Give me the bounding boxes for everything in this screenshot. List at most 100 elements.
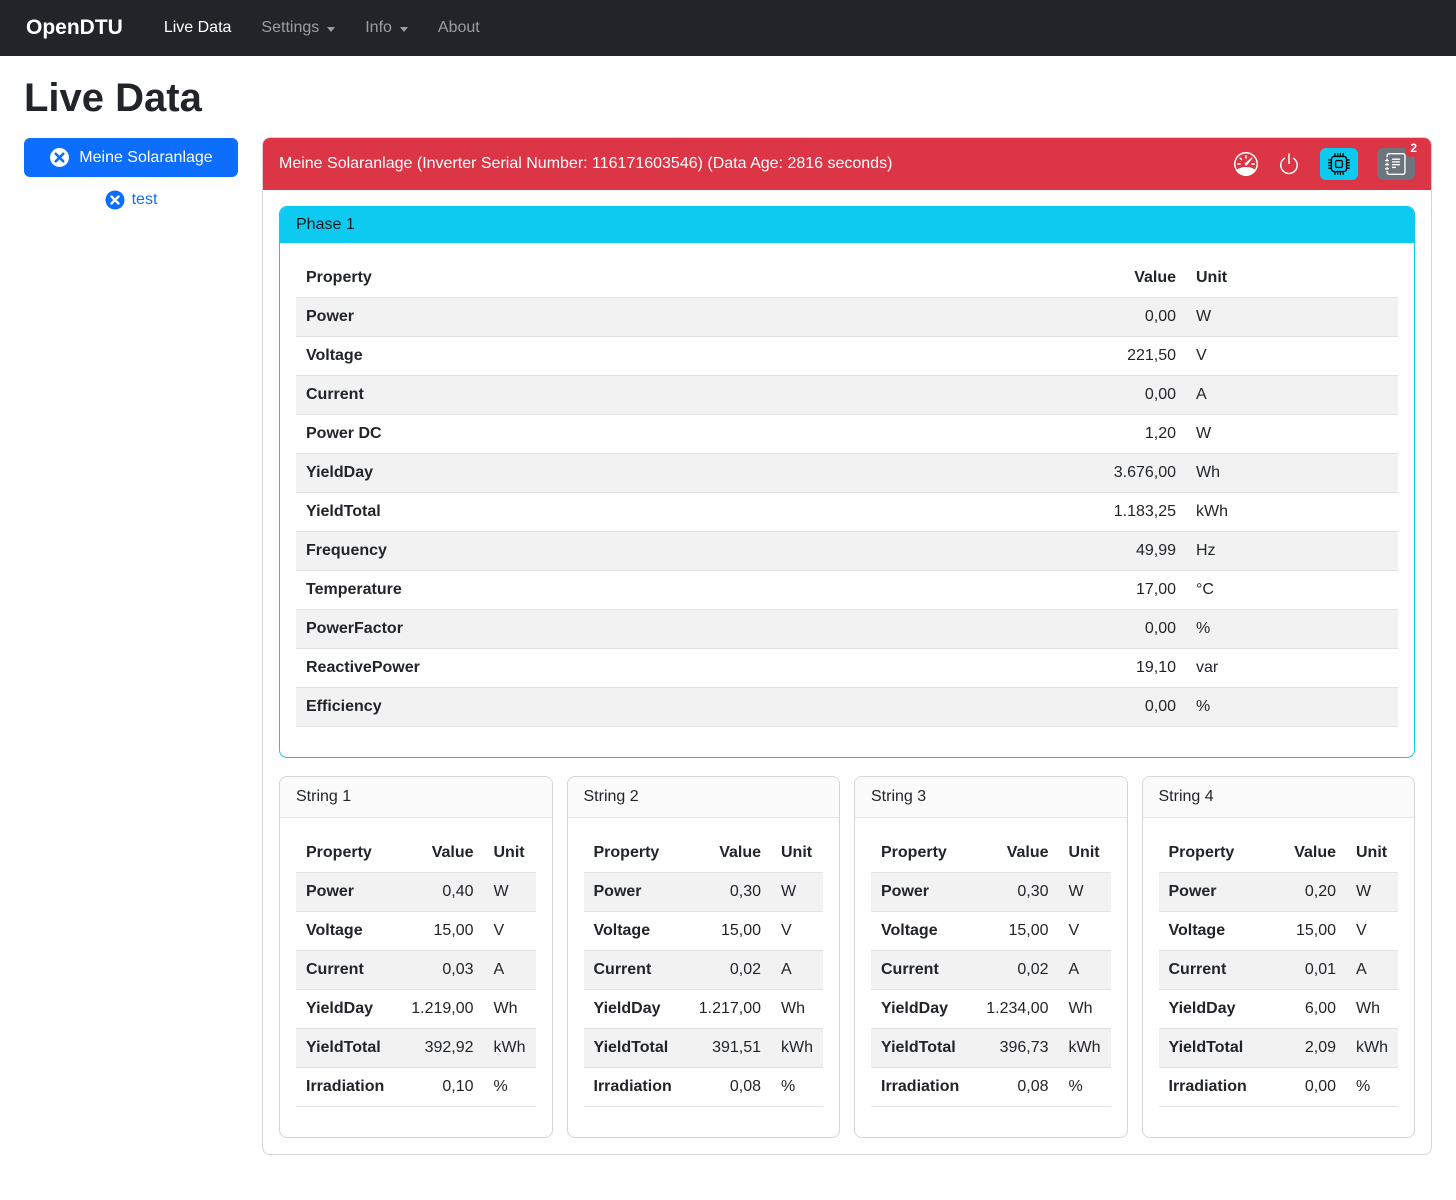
table-row: Current 0,02 A <box>871 950 1111 990</box>
cell-property: YieldTotal <box>296 492 1056 532</box>
cell-unit: A <box>483 950 536 990</box>
column-header-unit: Unit <box>771 834 823 873</box>
cell-property: YieldTotal <box>583 1028 687 1068</box>
nav-item-label: Settings <box>261 19 320 36</box>
table-row: Irradiation 0,00% <box>1158 1067 1398 1107</box>
cell-property: Frequency <box>296 531 1056 571</box>
cell-unit: Wh <box>771 989 823 1029</box>
string-table-head: Property Value Unit <box>583 834 823 873</box>
cell-value: 396,73 <box>974 1028 1059 1068</box>
cell-value: 0,01 <box>1262 950 1346 990</box>
table-row: YieldDay 1.217,00 Wh <box>583 989 823 1029</box>
event-log-button[interactable]: 2 <box>1377 139 1422 180</box>
cell-value: 15,00 <box>974 911 1059 951</box>
column-header-unit: Unit <box>483 834 536 873</box>
cell-value: 0,08 <box>687 1067 771 1107</box>
column-header-unit: Unit <box>1346 834 1398 873</box>
nav-item-settings[interactable]: Settings <box>246 11 350 45</box>
strings-row: String 1 Property Value Unit <box>279 776 1415 1138</box>
cell-unit: V <box>1058 911 1111 951</box>
nav-item-info[interactable]: Info <box>350 11 423 45</box>
table-row: Temperature 17,00 °C <box>296 570 1398 610</box>
inverter-select-button-test[interactable]: test <box>105 190 157 210</box>
cell-unit: Wh <box>1186 453 1398 493</box>
column-header-value: Value <box>687 834 771 873</box>
cell-value: 1.219,00 <box>399 989 484 1029</box>
table-row: PowerFactor 0,00% <box>296 609 1398 649</box>
string-card-1: String 1 Property Value Unit <box>279 776 553 1138</box>
cell-unit: kWh <box>1346 1028 1398 1068</box>
inverter-card-body: Phase 1 Property Value Unit <box>263 190 1431 1154</box>
column-header-value: Value <box>1056 259 1186 298</box>
table-row: YieldTotal 391,51 kWh <box>583 1028 823 1068</box>
inverter-select-button-meine-solaranlage[interactable]: Meine Solaranlage <box>24 138 238 177</box>
cell-unit: % <box>771 1067 823 1107</box>
cell-property: Power <box>296 297 1056 337</box>
column-header-property: Property <box>296 259 1056 298</box>
cell-value: 0,10 <box>399 1067 484 1107</box>
string-card-title: String 3 <box>855 777 1127 818</box>
cell-unit: Hz <box>1186 531 1398 571</box>
nav-item-label: Info <box>365 19 392 36</box>
string-card-2: String 2 Property Value Unit <box>566 776 840 1138</box>
cell-unit: W <box>771 872 823 912</box>
string-card-body: Property Value Unit Power 0,40 W Voltage 15,… <box>280 818 552 1137</box>
inverter-name: Meine Solaranlage <box>79 148 213 166</box>
table-row: YieldTotal 1.183,25 kWh <box>296 492 1398 532</box>
cell-value: 1.234,00 <box>974 989 1059 1029</box>
cell-unit: A <box>1186 375 1398 415</box>
string-table-body: Power 0,30 W Voltage 15,00 V Current 0,02 A Yield… <box>583 872 823 1107</box>
cell-unit: W <box>483 872 536 912</box>
table-row: Power 0,20 W <box>1158 872 1398 912</box>
cell-value: 221,50 <box>1056 336 1186 376</box>
cell-unit: V <box>1186 336 1398 376</box>
nav-item-live-data[interactable]: Live Data <box>149 11 247 45</box>
cell-value: 0,20 <box>1262 872 1346 912</box>
cell-value: 392,92 <box>399 1028 484 1068</box>
cell-unit: V <box>771 911 823 951</box>
cell-unit: kWh <box>771 1028 823 1068</box>
event-count-badge: 2 <box>1405 139 1422 157</box>
cell-value: 3.676,00 <box>1056 453 1186 493</box>
power-control-button[interactable] <box>1277 152 1301 176</box>
cell-unit: W <box>1346 872 1398 912</box>
column-header-property: Property <box>1158 834 1262 873</box>
nav-item-about[interactable]: About <box>423 11 495 45</box>
device-info-button[interactable] <box>1320 148 1358 180</box>
limit-settings-button[interactable] <box>1234 152 1258 176</box>
table-header-row: Property Value Unit <box>871 834 1111 873</box>
inverter-card-title: Meine Solaranlage (Inverter Serial Numbe… <box>279 155 893 172</box>
string-card-3: String 3 Property Value Unit <box>854 776 1128 1138</box>
string-card-body: Property Value Unit Power 0,20 W Voltage 15,… <box>1143 818 1415 1137</box>
power-icon <box>1279 153 1298 175</box>
cell-property: YieldDay <box>1158 989 1262 1029</box>
cell-property: Voltage <box>296 911 400 951</box>
cell-unit: A <box>1058 950 1111 990</box>
inverter-toolbar: 2 <box>1234 139 1422 180</box>
string-card-4: String 4 Property Value Unit <box>1141 776 1415 1138</box>
cell-value: 391,51 <box>687 1028 771 1068</box>
cell-unit: Wh <box>1346 989 1398 1029</box>
cell-property: YieldTotal <box>296 1028 400 1068</box>
cell-unit: A <box>771 950 823 990</box>
cell-property: ReactivePower <box>296 648 1056 688</box>
table-header-row: Property Value Unit <box>296 259 1398 298</box>
cell-property: Irradiation <box>296 1067 400 1107</box>
cell-unit: var <box>1186 648 1398 688</box>
cell-value: 15,00 <box>687 911 771 951</box>
main-content: Meine Solaranlage (Inverter Serial Numbe… <box>262 137 1432 1155</box>
table-row: Current 0,02 A <box>583 950 823 990</box>
navbar: OpenDTU Live Data Settings Info About <box>0 0 1456 56</box>
cell-value: 0,00 <box>1056 609 1186 649</box>
column-header-property: Property <box>871 834 975 873</box>
table-row: Irradiation 0,08% <box>583 1067 823 1107</box>
phase-table: Property Value Unit Power 0,00 W Voltage 221… <box>296 259 1398 727</box>
inverter-card-header: Meine Solaranlage (Inverter Serial Numbe… <box>263 138 1431 190</box>
string-table: Property Value Unit Power 0,30 W Voltage 15,… <box>583 834 823 1107</box>
cell-unit: °C <box>1186 570 1398 610</box>
brand-opendtu[interactable]: OpenDTU <box>26 16 123 39</box>
cell-unit: kWh <box>1058 1028 1111 1068</box>
cell-property: Current <box>1158 950 1262 990</box>
cell-property: YieldDay <box>583 989 687 1029</box>
table-row: YieldDay 3.676,00 Wh <box>296 453 1398 493</box>
